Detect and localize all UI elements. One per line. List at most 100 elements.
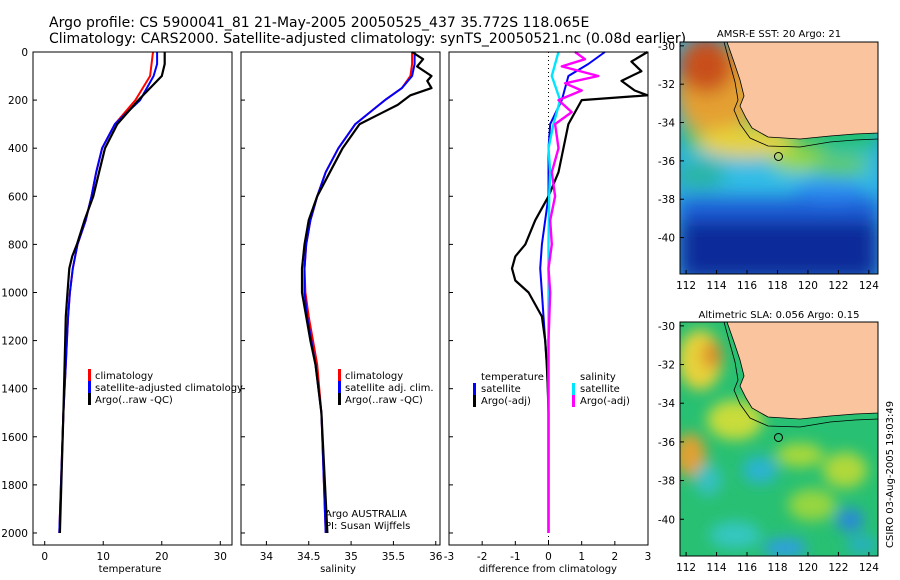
- lon-tick-label: 112: [676, 280, 696, 292]
- depth-tick-label: 0: [21, 47, 28, 59]
- australia-land: [726, 42, 878, 140]
- legend-temp-argo: Argo(-adj): [481, 396, 531, 407]
- lat-tick-label: -34: [658, 118, 675, 130]
- lon-tick-label: 118: [767, 562, 787, 574]
- x-tick-label: 30: [214, 551, 227, 563]
- lon-tick-label: 122: [828, 562, 848, 574]
- x-tick-label: -2: [477, 551, 487, 563]
- series-line-argo-raw-qc-: [58, 52, 166, 534]
- temperature-xlabel: temperature: [99, 564, 162, 575]
- legend-swatch-argo: [338, 393, 341, 405]
- sst-map-panel: AMSR-E SST: 20 Argo: 21 112 114 116 118 120 1…: [658, 29, 879, 292]
- lon-tick-label: 116: [737, 562, 757, 574]
- x-tick-label: -1: [510, 551, 520, 563]
- lat-tick-label: -34: [658, 398, 675, 410]
- lon-tick-label: 118: [767, 280, 787, 292]
- depth-tick-label: 1200: [1, 336, 28, 348]
- x-tick-label: 0: [545, 551, 552, 563]
- salinity-xlabel: salinity: [320, 564, 356, 575]
- x-tick-label: 3: [645, 551, 652, 563]
- lat-tick-label: -40: [658, 233, 675, 245]
- lat-tick-label: -36: [658, 156, 675, 168]
- argo-float-marker: [773, 152, 783, 162]
- salinity-frame: [240, 51, 441, 546]
- legend-swatch-argo: [88, 393, 91, 405]
- australia-land: [726, 322, 878, 420]
- salinity-legend: climatology satellite adj. clim. Argo(..…: [338, 369, 434, 406]
- sst-map-title: AMSR-E SST: 20 Argo: 21: [717, 29, 841, 40]
- lon-tick-label: 116: [737, 280, 757, 292]
- legend-swatch-temp-argo: [473, 395, 476, 407]
- legend-argo: Argo(..raw -QC): [345, 395, 423, 406]
- depth-tick-label: 400: [8, 143, 28, 155]
- legend-swatch-climatology: [338, 369, 341, 381]
- sla-field: [680, 322, 878, 556]
- difference-plot: [510, 51, 649, 545]
- sla-map-axes: 112 114 116 118 120 122 124 -30 -32 -34 -36 -38 -40: [658, 321, 879, 574]
- difference-legend-salinity: salinity satellite Argo(-adj): [572, 372, 630, 407]
- depth-tick-label: 1400: [1, 384, 28, 396]
- x-tick-label: -3: [444, 551, 454, 563]
- legend-swatch-satellite: [338, 381, 341, 393]
- depth-tick-label: 600: [8, 191, 28, 203]
- temperature-plot: [58, 51, 166, 534]
- series-line-argo-raw-qc-: [300, 51, 433, 534]
- legend-temperature-heading: temperature: [481, 372, 544, 383]
- lat-tick-label: -38: [658, 476, 675, 488]
- series-line-salinity-argo-adj-: [547, 51, 600, 533]
- temperature-x-axis: 0 10 20 30: [33, 51, 227, 563]
- depth-tick-label: 800: [8, 239, 28, 251]
- sla-map-frame: [679, 321, 879, 557]
- legend-swatch-sal-satellite: [572, 383, 575, 395]
- salinity-x-axis: 34 34.5 35 35.5 36: [241, 51, 443, 563]
- legend-sal-argo: Argo(-adj): [580, 396, 630, 407]
- legend-swatch-temp-satellite: [473, 383, 476, 395]
- lon-tick-label: 120: [798, 562, 818, 574]
- argo-float-marker: [773, 432, 783, 442]
- legend-sal-satellite: satellite: [580, 384, 620, 395]
- lat-tick-label: -32: [658, 79, 675, 91]
- depth-axis: 0 200 400 600 800 1000 1200 1400 1600 1800 2000: [1, 47, 28, 540]
- difference-x-axis: -3 -2 -1 0 1 2 3: [444, 51, 652, 563]
- x-tick-label: 35.5: [382, 551, 405, 563]
- legend-swatch-climatology: [88, 369, 91, 381]
- x-tick-label: 34.5: [297, 551, 320, 563]
- figure-title-line-1: Argo profile: CS 5900041_81 21-May-2005 …: [49, 15, 589, 31]
- legend-satellite-adj: satellite adj. clim.: [345, 383, 434, 394]
- lon-tick-label: 114: [707, 562, 727, 574]
- sla-map-panel: Altimetric SLA: 0.056 Argo: 0.15: [658, 310, 879, 574]
- difference-legend-temperature: temperature satellite Argo(-adj): [473, 372, 544, 407]
- lat-tick-label: -36: [658, 437, 675, 449]
- lon-tick-label: 122: [828, 280, 848, 292]
- salinity-plot: [300, 51, 433, 534]
- temperature-legend: climatology satellite-adjusted climatolo…: [88, 369, 243, 406]
- legend-temp-satellite: satellite: [481, 384, 521, 395]
- depth-tick-label: 1800: [1, 480, 28, 492]
- lon-tick-label: 114: [707, 280, 727, 292]
- figure-title-line-2: Climatology: CARS2000. Satellite-adjuste…: [49, 31, 686, 47]
- x-tick-label: 1: [578, 551, 585, 563]
- depth-tick-label: 200: [8, 95, 28, 107]
- legend-swatch-satellite: [88, 381, 91, 393]
- temperature-frame: [32, 51, 233, 546]
- lat-tick-label: -32: [658, 360, 675, 372]
- shelf-contour: [723, 42, 878, 148]
- annotation-pi: PI: Susan Wijffels: [325, 521, 410, 532]
- x-tick-label: 20: [155, 551, 168, 563]
- annotation-argo-australia: Argo AUSTRALIA: [325, 509, 407, 520]
- series-line-satellite-adjusted-climatology: [58, 52, 159, 534]
- lat-tick-label: -30: [658, 321, 675, 333]
- temperature-panel: 0 10 20 30 temperature climatology satellit…: [32, 51, 243, 575]
- legend-swatch-sal-argo: [572, 395, 575, 407]
- difference-panel: -3 -2 -1 0 1 2 3 difference from climatology t…: [444, 51, 652, 575]
- sla-map-title: Altimetric SLA: 0.056 Argo: 0.15: [699, 310, 860, 321]
- depth-tick-label: 1600: [1, 432, 28, 444]
- sst-field: [680, 42, 878, 274]
- x-tick-label: 35: [344, 551, 357, 563]
- lat-tick-label: -38: [658, 194, 675, 206]
- x-tick-label: 36: [429, 551, 443, 563]
- credit-timestamp: CSIRO 03-Aug-2005 19:03:49: [885, 401, 896, 548]
- salinity-panel: 34 34.5 35 35.5 36 salinity climatology sate…: [240, 51, 443, 575]
- lat-tick-label: -30: [658, 41, 675, 53]
- legend-satellite-adjusted: satellite-adjusted climatology: [95, 383, 243, 394]
